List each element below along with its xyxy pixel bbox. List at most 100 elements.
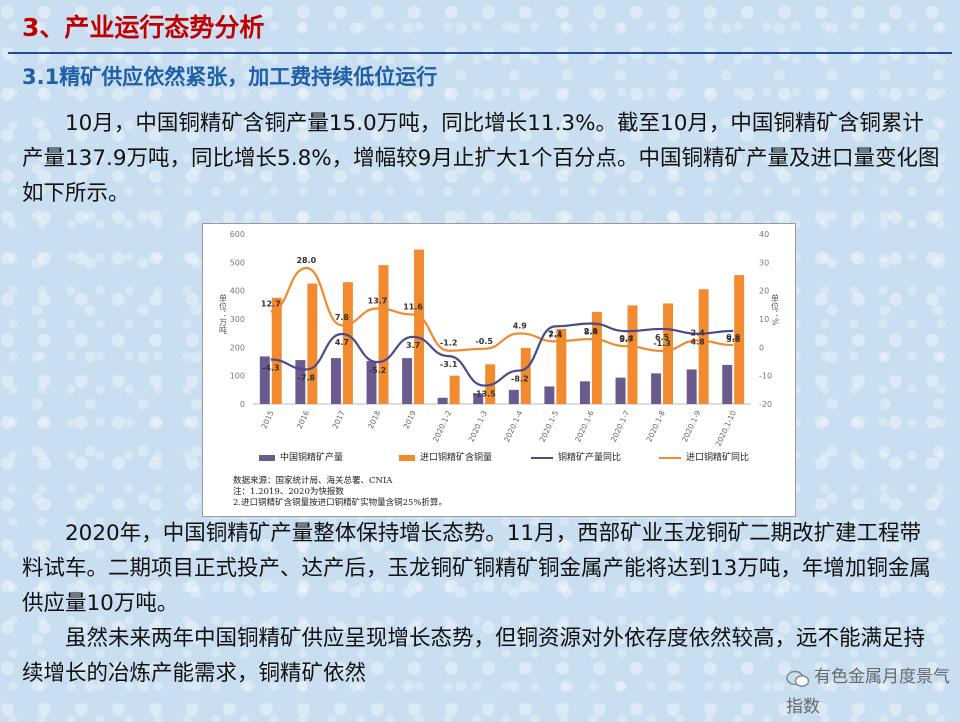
bar-production (473, 393, 484, 404)
legend-item-imports-yoy: 进口铜精矿同比 (659, 450, 749, 466)
data-label-imports-yoy: 2.1 (548, 329, 563, 338)
bar-production (686, 369, 697, 404)
right-axis-title: 单位：% (771, 293, 780, 326)
right-tick-label: 10 (759, 315, 769, 324)
bar-imports (449, 375, 460, 404)
copper-concentrate-chart: 0 100 200 300 400 500 600 -20 -10 0 10 20 30 40 单位：万吨 单… (202, 223, 796, 517)
chart-note-2: 2.进口铜精矿含铜量按进口铜精矿实物量含铜25%折算。 (233, 498, 448, 508)
bar-production (722, 364, 733, 404)
chart-note-1: 注：1.2019、2020为快报数 (233, 487, 344, 497)
category-label: 2017 (331, 409, 347, 430)
bar-imports (414, 249, 425, 404)
category-label: 2020.1-4 (502, 409, 525, 444)
wechat-watermark: 有色金属月度景气指数 (786, 662, 960, 717)
data-label-imports-yoy: 7.8 (335, 313, 350, 322)
legend-item-production: 中国铜精矿产量 (259, 450, 343, 466)
left-tick-label: 100 (230, 372, 245, 381)
data-label-imports-yoy: 28.0 (296, 256, 316, 265)
bar-production (295, 360, 306, 404)
line-imports-yoy (270, 266, 734, 353)
right-tick-label: -10 (759, 372, 772, 381)
left-tick-label: 400 (230, 287, 245, 296)
bar-imports (307, 283, 318, 404)
right-tick-label: 20 (759, 287, 769, 296)
left-tick-label: 200 (230, 343, 245, 352)
legend-swatch-imports (399, 454, 415, 461)
bar-imports (556, 328, 567, 404)
data-label-imports-yoy: 0.8 (726, 333, 741, 342)
paragraph-dependence: 虽然未来两年中国铜精矿供应呈现增长态势，但铜资源对外依存度依然较高，远不能满足持… (22, 626, 926, 686)
bar-imports (271, 297, 282, 404)
category-label: 2015 (259, 409, 275, 430)
category-label: 2020.1-9 (680, 409, 703, 444)
right-tick-label: 30 (759, 258, 769, 267)
bar-production (366, 360, 377, 404)
data-label-imports-yoy: -1.3 (653, 339, 671, 348)
chart-notes: 数据来源：国家统计局、海关总署、CNIA 注：1.2019、2020为快报数 2… (233, 476, 753, 509)
left-tick-label: 0 (240, 400, 245, 409)
legend-label-production: 中国铜精矿产量 (280, 453, 344, 463)
data-label-production-yoy: 4.8 (691, 338, 706, 347)
data-label-imports-yoy: 2.9 (584, 327, 599, 336)
bar-production (651, 373, 662, 404)
paragraph-outlook: 2020年，中国铜精矿产量整体保持增长态势。11月，西部矿业玉龙铜矿二期改扩建工… (22, 521, 931, 616)
chart-canvas: 0 100 200 300 400 500 600 -20 -10 0 10 20 30 40 单位：万吨 单… (219, 230, 780, 448)
slide-title: 3、产业运行态势分析 (22, 13, 265, 42)
left-tick-label: 500 (230, 258, 245, 267)
data-label-production-yoy: 7.4 (548, 330, 563, 339)
category-label: 2020.1-3 (467, 409, 490, 444)
legend-swatch-imports-yoy (659, 456, 681, 459)
bar-imports (698, 289, 709, 404)
right-tick-label: 40 (759, 230, 769, 239)
left-axis-title: 单位：万吨 (219, 293, 228, 334)
bar-production (579, 381, 590, 404)
watermark-text: 有色金属月度景气指数 (786, 667, 950, 717)
data-label-imports-yoy: 0.4 (619, 334, 634, 343)
category-label: 2020.1-7 (609, 409, 632, 444)
category-label: 2020.1-6 (573, 409, 596, 444)
data-label-production-yoy: 3.7 (406, 341, 420, 350)
category-label: 2020.1-10 (714, 409, 739, 448)
bar-production (259, 356, 270, 404)
category-label: 2016 (295, 409, 311, 430)
left-tick-label: 300 (230, 315, 245, 324)
chart-note-source: 数据来源：国家统计局、海关总署、CNIA (233, 476, 393, 486)
right-tick-label: 0 (759, 343, 764, 352)
paragraph-production: 10月，中国铜精矿含铜产量15.0万吨，同比增长11.3%。截至10月，中国铜精… (22, 111, 940, 206)
data-label-imports-yoy: -1.2 (440, 339, 458, 348)
bar-imports (591, 311, 602, 404)
data-label-imports-yoy: 11.6 (403, 302, 423, 311)
data-label-production-yoy: -7.8 (298, 373, 316, 382)
data-label-imports-yoy: 12.7 (261, 299, 281, 308)
bar-imports (342, 282, 353, 404)
data-label-production-yoy: 5.7 (619, 335, 633, 344)
category-label: 2020.1-8 (644, 409, 667, 444)
chart-legend: 中国铜精矿产量 进口铜精矿含铜量 铜精矿产量同比 进口铜精矿同比 (213, 450, 788, 466)
legend-label-imports-yoy: 进口铜精矿同比 (686, 453, 750, 463)
data-label-production-yoy: -3.1 (440, 360, 458, 369)
data-label-imports-yoy: 2.4 (691, 329, 706, 338)
bar-production (437, 397, 448, 404)
bar-production (402, 358, 413, 404)
legend-item-imports: 进口铜精矿含铜量 (399, 450, 492, 466)
data-label-production-yoy: -13.5 (473, 390, 496, 399)
category-label: 2019 (402, 409, 418, 430)
data-label-production-yoy: 8.4 (584, 328, 599, 337)
line-production-yoy (270, 322, 734, 387)
category-label: 2020.1-2 (431, 409, 454, 444)
bar-imports (520, 347, 531, 404)
title-divider (8, 52, 952, 54)
bar-production (330, 358, 341, 404)
category-label: 2018 (366, 409, 382, 430)
data-label-production-yoy: -4.3 (262, 364, 280, 373)
data-label-production-yoy: 6.5 (655, 333, 670, 342)
left-tick-label: 600 (230, 230, 245, 239)
data-label-imports-yoy: -0.5 (475, 337, 493, 346)
bar-production (544, 386, 555, 404)
legend-item-production-yoy: 铜精矿产量同比 (531, 450, 621, 466)
bar-imports (627, 305, 638, 404)
legend-swatch-production (259, 454, 275, 461)
legend-label-imports: 进口铜精矿含铜量 (420, 453, 493, 463)
bar-production (615, 377, 626, 404)
bar-production (508, 389, 519, 404)
